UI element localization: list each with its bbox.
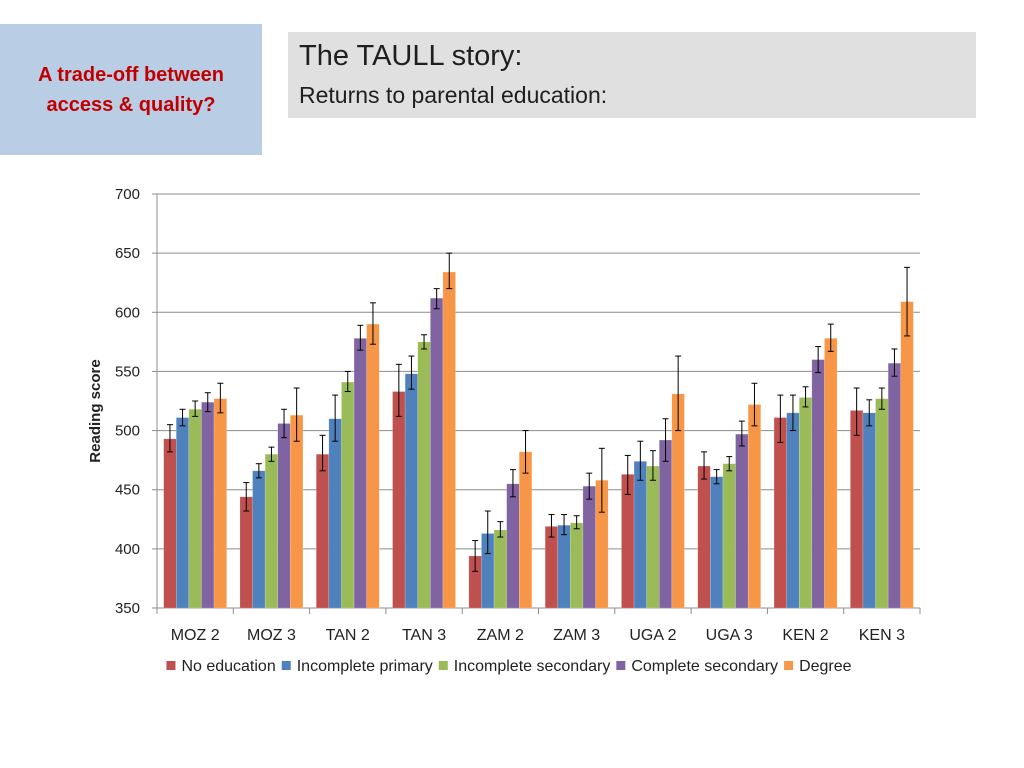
bar bbox=[264, 453, 278, 609]
bar bbox=[659, 439, 673, 609]
legend-swatch bbox=[616, 661, 626, 670]
bar bbox=[328, 418, 342, 609]
legend-label: Incomplete primary bbox=[297, 658, 433, 675]
bar bbox=[277, 423, 291, 609]
y-tick-label: 700 bbox=[115, 186, 140, 203]
bar bbox=[366, 323, 380, 609]
bar bbox=[353, 338, 367, 609]
legend-swatch bbox=[784, 661, 794, 670]
bar bbox=[811, 359, 825, 609]
y-tick-label: 600 bbox=[115, 304, 140, 321]
bar bbox=[824, 338, 838, 609]
bar bbox=[213, 398, 227, 609]
bar bbox=[697, 465, 711, 609]
bar bbox=[442, 271, 456, 609]
bar bbox=[646, 465, 660, 609]
legend-swatch bbox=[166, 661, 176, 670]
bar bbox=[557, 524, 571, 609]
bar bbox=[404, 373, 418, 609]
slide-title: The TAULL story: bbox=[299, 40, 523, 72]
title-box: The TAULL story: Returns to parental edu… bbox=[288, 32, 976, 118]
legend-swatch bbox=[438, 661, 448, 670]
bar bbox=[862, 412, 876, 609]
bar bbox=[875, 398, 889, 609]
bar bbox=[506, 483, 520, 609]
bar bbox=[850, 410, 864, 609]
x-tick-label: KEN 3 bbox=[859, 627, 905, 644]
bar bbox=[900, 301, 914, 609]
question-text: A trade-off between access & quality? bbox=[38, 63, 224, 116]
bar bbox=[239, 496, 253, 609]
bar bbox=[316, 453, 330, 609]
bar bbox=[710, 476, 724, 609]
legend-label: No education bbox=[181, 658, 275, 675]
bar bbox=[887, 362, 902, 609]
bar bbox=[290, 414, 304, 609]
y-tick-label: 450 bbox=[115, 482, 140, 499]
bar bbox=[201, 401, 215, 609]
bar bbox=[786, 412, 800, 609]
bar bbox=[163, 438, 177, 609]
x-tick-label: MOZ 3 bbox=[247, 627, 296, 644]
legend-swatch bbox=[281, 661, 291, 670]
x-tick-label: TAN 3 bbox=[402, 627, 446, 644]
bar bbox=[722, 463, 736, 609]
x-tick-label: TAN 2 bbox=[326, 627, 370, 644]
bar bbox=[417, 341, 431, 609]
x-tick-label: UGA 2 bbox=[629, 627, 676, 644]
x-tick-label: KEN 2 bbox=[782, 627, 828, 644]
legend-label: Complete secondary bbox=[631, 658, 778, 675]
slide-subtitle: Returns to parental education: bbox=[299, 82, 608, 108]
legend-label: Degree bbox=[799, 658, 852, 675]
bar bbox=[773, 417, 787, 609]
bar bbox=[341, 381, 355, 609]
bar bbox=[392, 391, 406, 609]
question-box: A trade-off between access & quality? bbox=[0, 24, 262, 155]
bar bbox=[544, 526, 559, 609]
bar bbox=[735, 433, 749, 609]
bar bbox=[633, 461, 647, 609]
y-tick-label: 350 bbox=[115, 600, 140, 617]
bar bbox=[188, 409, 202, 609]
bar bbox=[799, 397, 813, 609]
y-tick-label: 500 bbox=[115, 423, 140, 440]
bar bbox=[582, 485, 596, 609]
legend-label: Incomplete secondary bbox=[454, 658, 611, 675]
x-tick-label: MOZ 2 bbox=[171, 627, 220, 644]
x-tick-label: UGA 3 bbox=[706, 627, 753, 644]
bar bbox=[176, 417, 190, 609]
bar bbox=[493, 529, 507, 609]
x-tick-label: ZAM 3 bbox=[553, 627, 600, 644]
y-axis-label: Reading score bbox=[87, 359, 104, 462]
y-tick-label: 550 bbox=[115, 363, 140, 380]
bar bbox=[252, 470, 266, 609]
bar bbox=[430, 297, 444, 609]
bar bbox=[519, 451, 533, 609]
y-tick-label: 650 bbox=[115, 245, 140, 262]
bar bbox=[570, 522, 584, 609]
y-tick-label: 400 bbox=[115, 541, 140, 558]
bar bbox=[747, 404, 762, 609]
x-tick-label: ZAM 2 bbox=[477, 627, 524, 644]
